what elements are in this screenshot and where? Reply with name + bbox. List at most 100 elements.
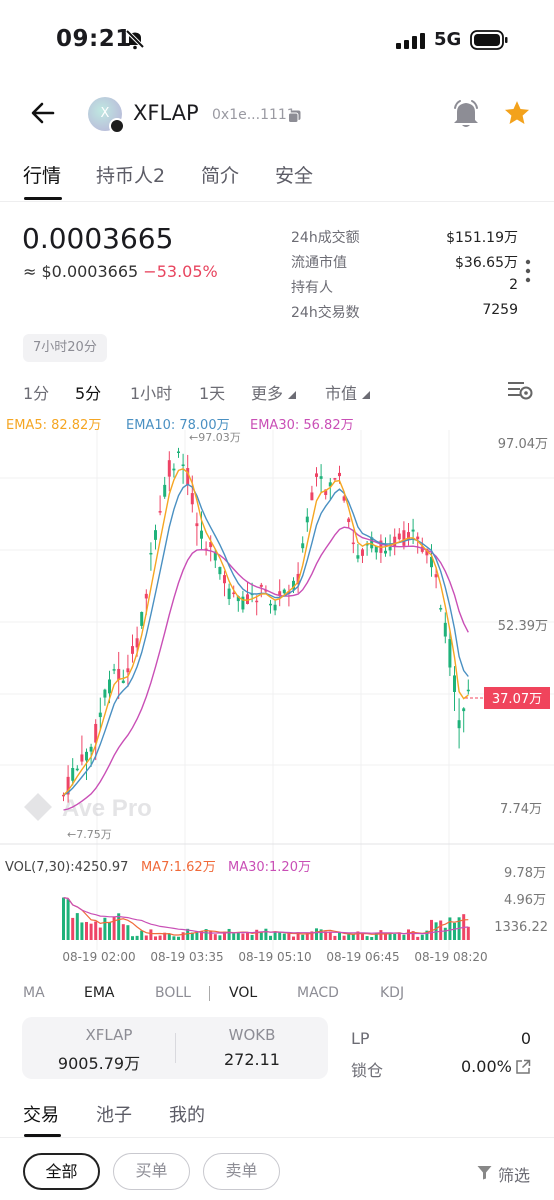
- ema10-legend: EMA10: 78.00万: [126, 418, 230, 433]
- volume-bar-25: [172, 936, 176, 940]
- candle-body-79: [420, 546, 424, 552]
- indicator-macd[interactable]: MACD: [297, 985, 339, 1001]
- candle-body-62: [342, 496, 346, 501]
- volume-bar-35: [218, 935, 222, 940]
- candle-body-88: [462, 708, 466, 712]
- volume-bar-73: [393, 933, 397, 940]
- candle-body-1: [62, 794, 65, 797]
- volume-bar-68: [370, 936, 374, 940]
- candle-body-80: [425, 548, 429, 556]
- candle-body-68: [370, 537, 374, 549]
- avatar-letter: X: [100, 106, 110, 121]
- volume-bar-21: [154, 936, 157, 940]
- candle-body-13: [117, 668, 121, 680]
- tab-security[interactable]: 安全: [275, 165, 314, 187]
- interval-more[interactable]: 更多: [251, 380, 297, 404]
- arrow-left-icon: [31, 102, 55, 124]
- candle-body-26: [177, 451, 180, 454]
- candle-body-61: [338, 472, 341, 477]
- back-button[interactable]: [26, 96, 60, 130]
- indicator-vol[interactable]: VOL: [229, 985, 258, 1001]
- volume-bar-10: [103, 917, 107, 940]
- tab-pools[interactable]: 池子: [96, 1105, 132, 1126]
- stat-label-volume: 24h成交额: [291, 230, 360, 246]
- chart-settings-icon[interactable]: [507, 378, 533, 402]
- volume-bar-46: [269, 935, 272, 940]
- candle-body-84: [443, 622, 447, 637]
- candle-body-51: [292, 580, 295, 590]
- more-vertical-icon[interactable]: [524, 258, 532, 288]
- filter-buy-pill[interactable]: 买单: [113, 1153, 190, 1190]
- interval-1h[interactable]: 1小时: [130, 384, 173, 403]
- volume-bar-33: [209, 931, 213, 940]
- candle-body-86: [453, 675, 456, 692]
- candle-body-31: [200, 530, 203, 539]
- filter-button[interactable]: 筛选: [498, 1166, 531, 1185]
- triangle-down-icon: [288, 391, 297, 399]
- candle-body-32: [204, 548, 208, 551]
- indicator-kdj[interactable]: KDJ: [380, 985, 405, 1001]
- volume-bar-61: [338, 932, 341, 940]
- time-label-2: 08-19 05:10: [238, 950, 311, 964]
- candle-body-36: [223, 575, 226, 584]
- ema5-line: [63, 468, 469, 796]
- candle-body-69: [374, 545, 378, 553]
- triangle-down-icon: [362, 391, 371, 399]
- volume-bar-17: [135, 935, 139, 940]
- price-mode-label: 市值: [325, 384, 358, 403]
- filter-sell-pill[interactable]: 卖单: [203, 1153, 280, 1190]
- volume-bar-1: [62, 897, 65, 940]
- candlestick-chart[interactable]: Ave Pro EMA5: 82.82万 EMA10: 78.00万 EMA30…: [0, 410, 554, 975]
- candle-body-54: [305, 516, 309, 523]
- candle-body-18: [140, 611, 144, 626]
- external-link-icon[interactable]: [515, 1059, 531, 1079]
- volume-bar-23: [163, 932, 167, 940]
- indicator-boll[interactable]: BOLL: [155, 985, 191, 1001]
- tab-trades[interactable]: 交易: [23, 1105, 59, 1126]
- volume-bar-19: [144, 935, 148, 940]
- indicator-ema[interactable]: EMA: [84, 985, 115, 1001]
- battery-icon: [470, 30, 508, 54]
- volume-bar-48: [278, 932, 282, 940]
- filter-all-pill[interactable]: 全部: [23, 1153, 100, 1190]
- volume-bar-40: [241, 933, 245, 940]
- volume-bar-39: [236, 932, 240, 940]
- interval-5m[interactable]: 5分: [75, 384, 102, 403]
- volume-bar-60: [333, 935, 337, 940]
- volume-bar-14: [121, 924, 125, 940]
- y-axis-label-low: 7.74万: [500, 802, 542, 817]
- token-address[interactable]: 0x1e...1111: [212, 107, 296, 123]
- tab-underline: [24, 197, 62, 200]
- stat-value-txns: 7259: [482, 302, 518, 318]
- volume-bar-15: [126, 925, 130, 940]
- indicator-ma[interactable]: MA: [23, 985, 45, 1001]
- tab-holders[interactable]: 持币人2: [96, 165, 166, 187]
- volume-bar-5: [80, 922, 84, 940]
- volume-bar-37: [227, 928, 231, 940]
- candle-body-63: [347, 518, 351, 523]
- candle-body-49: [282, 589, 286, 594]
- token-name: XFLAP: [133, 101, 199, 125]
- volume-bar-51: [292, 936, 295, 940]
- star-icon: [504, 101, 530, 124]
- volume-bar-42: [250, 934, 254, 940]
- volume-bar-29: [190, 932, 194, 940]
- interval-1d[interactable]: 1天: [199, 384, 226, 403]
- copy-icon[interactable]: [288, 108, 301, 127]
- price-alert-button[interactable]: [452, 99, 480, 133]
- lp-value: 0: [520, 1029, 531, 1048]
- candle-body-30: [195, 523, 199, 527]
- price-mode-select[interactable]: 市值: [325, 380, 371, 404]
- candle-body-39: [236, 596, 240, 602]
- candle-body-41: [246, 594, 249, 604]
- tab-intro[interactable]: 简介: [201, 165, 240, 187]
- vol-legend: VOL(7,30):4250.97: [5, 860, 128, 875]
- filter-icon[interactable]: [477, 1165, 492, 1184]
- interval-1m[interactable]: 1分: [23, 384, 50, 403]
- candles: [62, 447, 470, 803]
- y-axis-label-mid: 52.39万: [498, 619, 548, 634]
- favorite-star-button[interactable]: [503, 99, 531, 131]
- pool-token-b-amount: 272.11: [224, 1050, 280, 1069]
- tab-market[interactable]: 行情: [23, 165, 62, 187]
- tab-mine[interactable]: 我的: [169, 1105, 205, 1126]
